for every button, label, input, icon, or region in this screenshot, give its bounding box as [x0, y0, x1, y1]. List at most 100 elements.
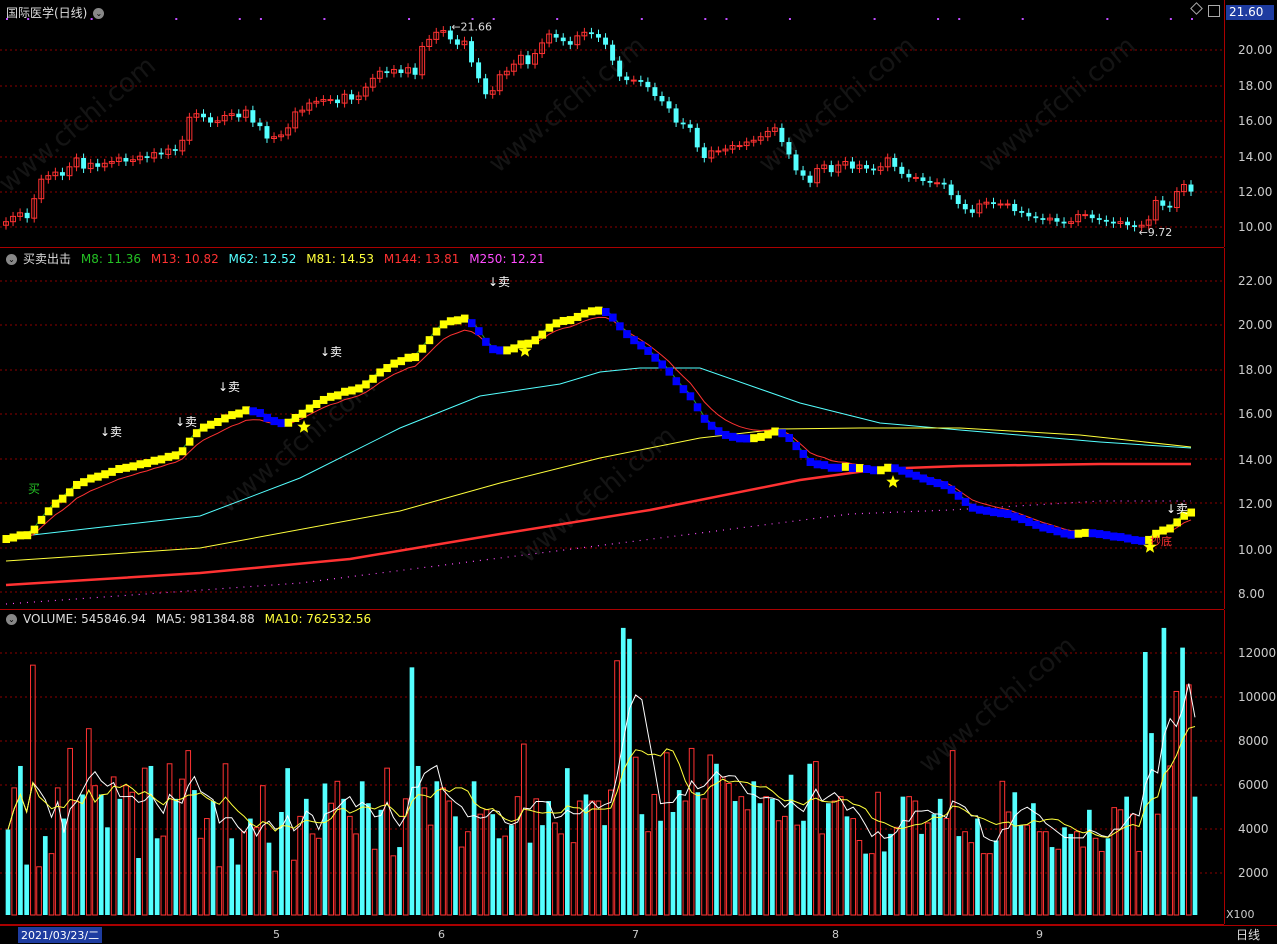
volume-bar: [583, 794, 589, 915]
candle-body: [264, 126, 270, 139]
candle-body: [1033, 216, 1039, 219]
signal-ytick: 22.00: [1238, 274, 1273, 288]
volume-bar: [509, 825, 514, 915]
candle-body: [1117, 221, 1124, 224]
volume-bar: [726, 783, 732, 916]
candle-body: [912, 176, 919, 179]
volume-bar: [173, 798, 179, 915]
volume-bar: [384, 767, 390, 916]
signal-band-block: [150, 456, 159, 465]
marker-dot: [937, 18, 940, 20]
volume-bar: [744, 809, 751, 916]
high-price-label: ←21.66: [451, 21, 492, 34]
volume-bar: [166, 763, 173, 916]
signal-band-block: [707, 421, 716, 430]
volume-bar: [1117, 809, 1124, 916]
price-chart[interactable]: ←21.66 ←9.72: [0, 0, 1224, 247]
volume-bar: [490, 814, 496, 915]
legend-ma10: MA10: 762532.56: [264, 612, 372, 626]
volume-bar: [1149, 733, 1154, 915]
candle-body: [257, 122, 263, 127]
candle-body: [814, 168, 821, 184]
signal-band-block: [1067, 530, 1076, 539]
price-ytick: 12.00: [1238, 185, 1273, 199]
candle-body: [115, 157, 122, 163]
volume-bar: [564, 768, 570, 915]
candle-body: [1152, 199, 1159, 221]
volume-panel[interactable]: ⌄ VOLUME: 545846.94 MA5: 981384.88 MA10: …: [0, 610, 1224, 925]
volume-bar: [533, 798, 540, 916]
signal-band-block: [721, 430, 730, 439]
signal-band-block: [658, 360, 667, 369]
current-price-tag: 21.60: [1226, 5, 1274, 20]
candle-body: [596, 34, 601, 38]
price-panel[interactable]: 国际医学(日线) ⌄ ←21.66 ←9.72: [0, 0, 1224, 248]
candle-body: [66, 166, 73, 177]
volume-bar: [141, 767, 148, 916]
candle-body: [828, 165, 834, 173]
candle-body: [1103, 219, 1109, 222]
volume-bar: [701, 798, 707, 916]
signal-band-block: [855, 464, 864, 473]
candle-body: [412, 67, 418, 75]
time-axis[interactable]: 2021/03/23/二 5 6 7 8 9 日线: [0, 925, 1277, 944]
volume-bar: [1180, 647, 1185, 915]
chevron-down-icon[interactable]: ⌄: [6, 614, 17, 625]
candle-body: [624, 76, 630, 81]
signal-title: 买卖出击: [23, 252, 72, 266]
candle-body: [581, 31, 588, 37]
candle-body: [673, 108, 679, 123]
signal-band-block: [1004, 509, 1012, 518]
chevron-down-icon[interactable]: ⌄: [93, 8, 105, 19]
volume-bar: [334, 780, 341, 916]
signal-band-block: [997, 509, 1005, 518]
period-label[interactable]: 日线: [1236, 928, 1261, 942]
cursor-date-tag: 2021/03/23/二: [18, 927, 103, 943]
star-marker: [886, 475, 900, 488]
sell-label: ↓卖: [488, 275, 510, 289]
volume-bar: [253, 826, 260, 916]
candle-body: [884, 157, 891, 168]
signal-band-block: [115, 465, 123, 474]
volume-bar: [1005, 811, 1012, 916]
chevron-down-icon[interactable]: ⌄: [6, 254, 17, 265]
candle-body: [483, 78, 489, 95]
volume-bar: [241, 831, 247, 916]
menu-icon[interactable]: [1208, 5, 1220, 17]
signal-band-block: [23, 531, 32, 540]
candle-body: [722, 148, 729, 152]
volume-bar: [645, 831, 651, 916]
volume-bar: [962, 831, 968, 916]
sell-label: ↓卖: [175, 415, 197, 429]
volume-bar: [397, 847, 402, 915]
signal-band-block: [926, 477, 935, 486]
signal-band-block: [178, 447, 187, 456]
candle-body: [208, 117, 214, 123]
volume-chart[interactable]: [0, 610, 1224, 924]
marker-dot: [704, 18, 707, 20]
volume-bar: [285, 768, 290, 915]
signal-band-block: [919, 474, 927, 483]
volume-bar: [931, 814, 937, 915]
marker-dot: [492, 18, 495, 20]
signal-band-block: [594, 306, 603, 315]
candle-body: [129, 159, 136, 163]
volume-bar: [279, 811, 284, 915]
volume-bar: [943, 818, 950, 916]
candle-body: [969, 209, 975, 213]
signal-band-block: [326, 392, 335, 401]
candle-body: [553, 34, 559, 38]
signal-band-block: [482, 337, 490, 346]
volume-bar: [738, 796, 745, 916]
signal-band-block: [80, 478, 88, 487]
volume-ytick: 10000: [1238, 690, 1277, 704]
volume-bar: [893, 826, 900, 916]
candle-body: [807, 175, 813, 183]
marker-dot: [1106, 18, 1109, 20]
volume-bar: [222, 763, 229, 916]
volume-bar: [1105, 838, 1111, 915]
signal-band-block: [73, 480, 81, 489]
candle-body: [877, 166, 884, 171]
signal-panel[interactable]: ⌄ 买卖出击 M8: 11.36 M13: 10.82 M62: 12.52 M8…: [0, 248, 1224, 610]
